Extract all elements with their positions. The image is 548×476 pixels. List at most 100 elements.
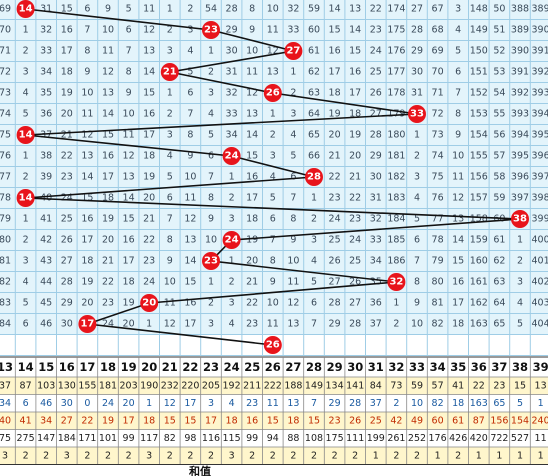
omission-value: 52 — [493, 46, 505, 57]
omission-value: 43 — [40, 256, 52, 267]
omission-value: 177 — [387, 67, 405, 78]
omission-value: 398 — [532, 193, 548, 204]
ball-label: 32 — [389, 277, 403, 288]
omission-value: 2 — [517, 256, 523, 267]
omission-value: 10 — [267, 4, 279, 15]
omission-value: 4 — [517, 298, 523, 309]
stat-value: 15 — [267, 415, 279, 426]
stat-value: 11 — [267, 398, 279, 409]
omission-value: 23 — [246, 319, 258, 330]
stat-value: 222 — [264, 380, 282, 391]
omission-value: 21 — [329, 151, 341, 162]
ball-label: 23 — [204, 256, 218, 267]
omission-value: 6 — [84, 4, 90, 15]
omission-value: 8 — [270, 256, 276, 267]
omission-value: 63 — [308, 88, 320, 99]
ball — [263, 336, 282, 354]
stat-value: 141 — [346, 380, 364, 391]
omission-value: 14 — [143, 67, 155, 78]
ball-label: 14 — [19, 4, 33, 15]
ball — [202, 252, 220, 270]
stat-value: 20 — [123, 398, 135, 409]
omission-value: 183 — [387, 193, 405, 204]
omission-value: 11 — [267, 25, 279, 36]
stat-value: 98 — [184, 433, 196, 444]
omission-value: 17 — [61, 46, 73, 57]
stat-value: 61 — [452, 415, 464, 426]
omission-value: 6 — [455, 67, 461, 78]
omission-value: 15 — [246, 151, 258, 162]
omission-value: 24 — [102, 319, 114, 330]
omission-value: 9 — [455, 130, 461, 141]
omission-value: 15 — [102, 130, 114, 141]
omission-value: 20 — [102, 235, 114, 246]
stats-row — [0, 394, 548, 412]
omission-value: 9 — [84, 67, 90, 78]
omission-value: 35 — [370, 277, 382, 288]
stat-value: 130 — [58, 380, 76, 391]
omission-value: 6 — [311, 298, 317, 309]
omission-value: 57 — [493, 151, 505, 162]
omission-value: 39 — [40, 172, 52, 183]
stat-value: 18 — [452, 398, 464, 409]
stat-value: 211 — [243, 380, 261, 391]
omission-value: 5 — [23, 298, 29, 309]
omission-value: 33 — [287, 25, 299, 36]
omission-value: 4 — [290, 130, 296, 141]
stat-value: 22 — [473, 380, 485, 391]
ball — [16, 126, 35, 144]
omission-value: 1 — [290, 67, 296, 78]
omission-value: 26 — [349, 277, 361, 288]
column-label: 17 — [79, 360, 95, 374]
stat-value: 175 — [326, 433, 344, 444]
omission-value: 7 — [414, 256, 420, 267]
omission-value: 2 — [208, 67, 214, 78]
ball-label: 14 — [19, 130, 33, 141]
stat-value: 722 — [490, 433, 508, 444]
stat-value: 2 — [126, 450, 132, 461]
stat-value: 163 — [470, 398, 488, 409]
stat-value: 527 — [511, 433, 529, 444]
omission-value: 14 — [329, 4, 341, 15]
omission-value: 6 — [167, 193, 173, 204]
omission-value: 19 — [123, 298, 135, 309]
omission-value: 33 — [370, 235, 382, 246]
omission-value: 34 — [370, 256, 382, 267]
omission-value: 396 — [532, 151, 548, 162]
omission-value: 8 — [187, 130, 193, 141]
omission-value: 2 — [23, 172, 29, 183]
omission-value: 42 — [40, 235, 52, 246]
column-label: 38 — [512, 360, 528, 374]
omission-value: 12 — [246, 88, 258, 99]
stat-value: 57 — [432, 380, 444, 391]
omission-value: 16 — [246, 172, 258, 183]
stat-value: 108 — [305, 433, 323, 444]
omission-value: 16 — [61, 25, 73, 36]
stat-value: 176 — [429, 433, 447, 444]
omission-value: 8 — [249, 4, 255, 15]
stat-value: 426 — [449, 433, 467, 444]
stat-value: 2 — [455, 450, 461, 461]
omission-value: 150 — [470, 46, 488, 57]
omission-value: 19 — [61, 88, 73, 99]
omission-value: 22 — [370, 4, 382, 15]
omission-value: 70 — [432, 67, 444, 78]
omission-value: 17 — [102, 172, 114, 183]
omission-value: 54 — [205, 4, 217, 15]
omission-value: 72 — [432, 109, 444, 120]
omission-value: 159 — [470, 235, 488, 246]
omission-value: 3 — [23, 256, 29, 267]
omission-value: 16 — [349, 67, 361, 78]
stat-value: 2 — [208, 450, 214, 461]
stat-value: 7 — [311, 398, 317, 409]
column-label: 28 — [306, 360, 322, 374]
omission-value: 3 — [229, 298, 235, 309]
omission-value: 2 — [229, 193, 235, 204]
stat-value: 60 — [432, 415, 444, 426]
ball-label: 24 — [225, 151, 239, 162]
omission-value: 6 — [270, 214, 276, 225]
omission-value: 3 — [167, 46, 173, 57]
omission-value: 31 — [40, 4, 52, 15]
stat-value: 34 — [0, 398, 11, 409]
omission-value: 7 — [84, 25, 90, 36]
